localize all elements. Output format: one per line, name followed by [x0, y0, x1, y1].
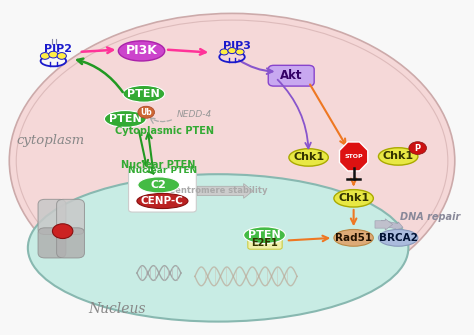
Text: BRCA2: BRCA2 — [379, 233, 418, 243]
Ellipse shape — [137, 194, 188, 208]
Text: Nuclear PTEN: Nuclear PTEN — [128, 166, 197, 175]
Text: Rad51: Rad51 — [335, 233, 372, 243]
Text: Nuclear PTEN: Nuclear PTEN — [121, 159, 195, 170]
Circle shape — [220, 49, 228, 55]
Text: PIP2: PIP2 — [44, 44, 72, 54]
Ellipse shape — [289, 149, 328, 166]
Text: PTEN: PTEN — [109, 114, 142, 124]
Text: DNA repair: DNA repair — [401, 212, 461, 222]
FancyArrow shape — [380, 220, 403, 230]
Text: Ub: Ub — [140, 108, 152, 117]
Text: E2F1: E2F1 — [252, 238, 278, 248]
Circle shape — [138, 106, 155, 118]
Text: PI3K: PI3K — [126, 45, 157, 57]
FancyBboxPatch shape — [268, 65, 314, 86]
Ellipse shape — [138, 177, 180, 193]
Ellipse shape — [123, 85, 165, 102]
Circle shape — [49, 51, 58, 58]
Ellipse shape — [334, 190, 374, 207]
FancyBboxPatch shape — [128, 168, 196, 212]
Text: P: P — [415, 144, 421, 152]
Ellipse shape — [378, 148, 418, 165]
Text: cytoplasm: cytoplasm — [16, 134, 84, 147]
FancyBboxPatch shape — [56, 199, 84, 234]
FancyBboxPatch shape — [38, 199, 66, 234]
Ellipse shape — [104, 111, 146, 127]
FancyArrow shape — [375, 219, 392, 230]
Text: Chk1: Chk1 — [383, 151, 414, 161]
Text: CENP-C: CENP-C — [141, 196, 184, 206]
Ellipse shape — [244, 227, 285, 244]
Text: Chk1: Chk1 — [338, 193, 369, 203]
Text: PIP3: PIP3 — [223, 41, 251, 51]
Text: Centromere stability: Centromere stability — [169, 186, 267, 195]
Text: C2: C2 — [151, 180, 167, 190]
FancyBboxPatch shape — [56, 228, 84, 258]
Ellipse shape — [378, 229, 418, 246]
Ellipse shape — [28, 174, 409, 322]
Circle shape — [57, 53, 66, 59]
Ellipse shape — [334, 229, 374, 246]
FancyArrow shape — [197, 184, 253, 198]
Circle shape — [409, 142, 427, 154]
Text: NEDD-4: NEDD-4 — [176, 110, 211, 119]
Text: Cytoplasmic PTEN: Cytoplasmic PTEN — [115, 126, 214, 136]
Circle shape — [40, 53, 50, 59]
Text: STOP: STOP — [344, 154, 363, 159]
Circle shape — [228, 48, 236, 54]
Ellipse shape — [118, 41, 165, 61]
Text: Chk1: Chk1 — [293, 152, 324, 162]
Ellipse shape — [9, 13, 455, 308]
Circle shape — [53, 224, 73, 239]
Text: Nucleus: Nucleus — [88, 302, 146, 316]
Text: PTEN: PTEN — [248, 230, 281, 240]
Polygon shape — [339, 142, 368, 171]
Text: Akt: Akt — [280, 69, 303, 82]
FancyBboxPatch shape — [38, 228, 66, 258]
Text: PTEN: PTEN — [128, 89, 160, 99]
FancyBboxPatch shape — [248, 236, 282, 249]
Circle shape — [236, 49, 244, 55]
